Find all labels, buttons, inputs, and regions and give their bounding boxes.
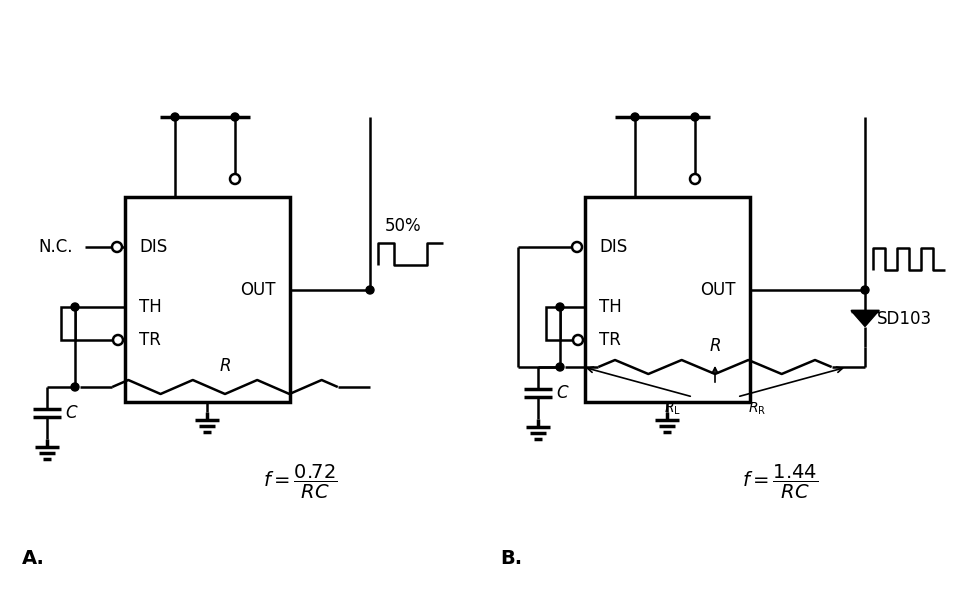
Text: $f = \dfrac{0.72}{RC}$: $f = \dfrac{0.72}{RC}$ — [263, 463, 337, 501]
Circle shape — [230, 174, 240, 184]
Text: OUT: OUT — [701, 281, 736, 299]
Text: DIS: DIS — [139, 238, 168, 256]
Bar — [125, 197, 290, 402]
Text: A.: A. — [22, 549, 45, 568]
Text: R: R — [709, 337, 721, 355]
Text: SD103: SD103 — [877, 309, 932, 328]
Text: TH: TH — [599, 298, 622, 316]
Circle shape — [572, 242, 582, 252]
Text: C: C — [556, 384, 568, 402]
Circle shape — [691, 113, 699, 121]
Circle shape — [71, 383, 79, 391]
Circle shape — [231, 113, 239, 121]
Text: N.C.: N.C. — [39, 238, 73, 256]
Circle shape — [171, 113, 179, 121]
Bar — [546, 307, 560, 340]
Circle shape — [113, 335, 123, 345]
Polygon shape — [851, 310, 879, 327]
Text: TR: TR — [599, 331, 621, 349]
Circle shape — [556, 303, 564, 311]
Bar — [585, 197, 750, 402]
Circle shape — [71, 303, 79, 311]
Text: B.: B. — [500, 549, 522, 568]
Text: TR: TR — [139, 331, 161, 349]
Text: $R_{\mathrm{L}}$: $R_{\mathrm{L}}$ — [665, 401, 681, 417]
Circle shape — [861, 286, 869, 294]
Circle shape — [573, 335, 583, 345]
Circle shape — [366, 286, 374, 294]
Bar — [61, 307, 75, 340]
Text: C: C — [65, 404, 77, 422]
Text: 50%: 50% — [385, 217, 422, 235]
Text: DIS: DIS — [599, 238, 627, 256]
Circle shape — [556, 363, 564, 371]
Text: TH: TH — [139, 298, 162, 316]
Circle shape — [112, 242, 122, 252]
Circle shape — [690, 174, 700, 184]
Text: OUT: OUT — [240, 281, 276, 299]
Text: $R_{\mathrm{R}}$: $R_{\mathrm{R}}$ — [748, 401, 766, 417]
Circle shape — [631, 113, 639, 121]
Text: $f = \dfrac{1.44}{RC}$: $f = \dfrac{1.44}{RC}$ — [742, 463, 818, 501]
Text: R: R — [219, 357, 231, 375]
